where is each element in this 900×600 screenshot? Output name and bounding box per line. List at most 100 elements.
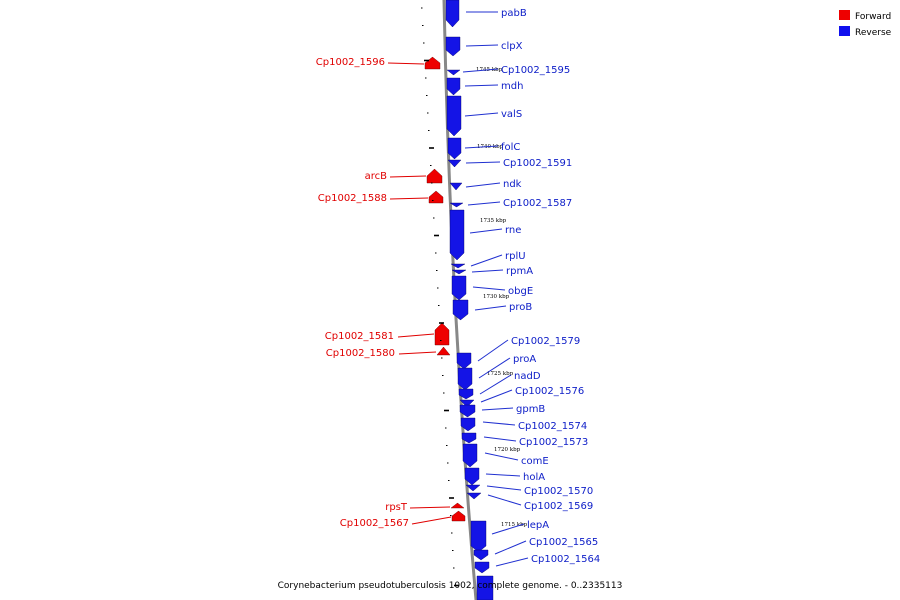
leader-line xyxy=(409,506,451,509)
gene-label-rne[interactable]: rne xyxy=(505,225,521,236)
gene-ndk[interactable] xyxy=(449,182,463,191)
gene-label-obge[interactable]: obgE xyxy=(508,286,533,297)
gene-label-cp1002-1565[interactable]: Cp1002_1565 xyxy=(529,537,598,548)
gene-Cp1002_1574[interactable] xyxy=(460,417,476,432)
gene-label-prob[interactable]: proB xyxy=(509,302,532,313)
reverse-strand-genes xyxy=(445,0,494,600)
leader-line xyxy=(462,68,499,73)
leader-line xyxy=(470,254,503,267)
leader-line xyxy=(465,44,499,47)
legend: Forward Reverse xyxy=(839,10,892,38)
gene-holA[interactable] xyxy=(464,467,480,486)
label-leaders xyxy=(387,11,529,567)
leader-line xyxy=(464,84,499,87)
gene-Cp1002_1596[interactable] xyxy=(424,56,441,70)
gene-label-cp1002-1569[interactable]: Cp1002_1569 xyxy=(524,501,593,512)
gene-arcB[interactable] xyxy=(426,168,443,184)
gene-label-cp1002-1574[interactable]: Cp1002_1574 xyxy=(518,421,587,432)
gene-label-hola[interactable]: holA xyxy=(523,472,545,483)
gene-label-gpmb[interactable]: gpmB xyxy=(516,404,545,415)
legend-label-reverse: Reverse xyxy=(855,28,892,38)
gene-rpsT[interactable] xyxy=(450,502,465,509)
gene-label-pabb[interactable]: pabB xyxy=(501,8,527,19)
leader-line xyxy=(471,269,504,273)
gene-label-cp1002-1576[interactable]: Cp1002_1576 xyxy=(515,386,584,397)
gene-Cp1002_1573[interactable] xyxy=(461,432,477,444)
gene-label-cp1002-1587[interactable]: Cp1002_1587 xyxy=(503,198,572,209)
gene-label-lepa[interactable]: lepA xyxy=(527,520,549,531)
gene-label-cp1002-1588[interactable]: Cp1002_1588 xyxy=(318,193,387,204)
gene-Cp1002_1580[interactable] xyxy=(436,346,451,356)
gene-valS[interactable] xyxy=(446,95,462,137)
legend-swatch-forward xyxy=(839,10,850,20)
gene-Cp1002_1579[interactable] xyxy=(456,352,472,370)
leader-line xyxy=(491,523,525,535)
gene-nadD[interactable] xyxy=(458,388,474,400)
gene-label-arcb[interactable]: arcB xyxy=(365,171,388,182)
gene-Cp1002_1595[interactable] xyxy=(446,69,461,76)
gene-proA[interactable] xyxy=(457,367,473,391)
leader-line xyxy=(389,197,429,200)
gene-Cp1002_1581[interactable] xyxy=(434,322,450,346)
leader-line xyxy=(467,201,501,206)
gene-label-rplu[interactable]: rplU xyxy=(505,251,526,262)
gene-label-cp1002-1596[interactable]: Cp1002_1596 xyxy=(316,57,385,68)
gene-Cp1002_1587[interactable] xyxy=(449,202,464,208)
gene-label-cp1002-1579[interactable]: Cp1002_1579 xyxy=(511,336,580,347)
gene-Cp1002_1576[interactable] xyxy=(459,399,475,408)
gene-Cp1002_1570[interactable] xyxy=(465,484,481,492)
gene-lepA[interactable] xyxy=(470,520,487,553)
gene-gpmB[interactable] xyxy=(459,404,476,418)
leader-line xyxy=(464,145,499,149)
gene-label-nadd[interactable]: nadD xyxy=(514,371,541,382)
gene-Cp1002_1588[interactable] xyxy=(428,190,444,204)
gene-label-cp1002-1580[interactable]: Cp1002_1580 xyxy=(326,348,395,359)
gene-folC[interactable] xyxy=(447,137,462,160)
gene-pabB[interactable] xyxy=(445,0,460,28)
gene-label-cp1002-1570[interactable]: Cp1002_1570 xyxy=(524,486,593,497)
leader-line xyxy=(485,473,521,477)
gene-label-ndk[interactable]: ndk xyxy=(503,179,522,190)
gene-label-cp1002-1581[interactable]: Cp1002_1581 xyxy=(325,331,394,342)
position-label: 1720 kbp xyxy=(494,447,521,453)
leader-line xyxy=(465,182,501,188)
gene-Cp1002_1591[interactable] xyxy=(447,159,462,168)
gene-Cp1002_1564[interactable] xyxy=(474,561,490,574)
gene-Cp1002_1565[interactable] xyxy=(473,549,489,561)
gene-label-rpma[interactable]: rpmA xyxy=(506,266,533,277)
leader-line xyxy=(472,286,506,291)
gene-label-proa[interactable]: proA xyxy=(513,354,536,365)
gene-label-come[interactable]: comE xyxy=(521,456,549,467)
legend-label-forward: Forward xyxy=(855,12,891,22)
gene-proB[interactable] xyxy=(452,299,469,321)
leader-line xyxy=(486,485,522,491)
gene-rne[interactable] xyxy=(449,209,465,261)
leader-line xyxy=(479,374,512,395)
gene-rpmA[interactable] xyxy=(451,269,467,275)
gene-Cp1002_1569[interactable] xyxy=(466,492,482,500)
gene-clpX[interactable] xyxy=(445,36,461,57)
gene-label-cp1002-1573[interactable]: Cp1002_1573 xyxy=(519,437,588,448)
gene-label-cp1002-1591[interactable]: Cp1002_1591 xyxy=(503,158,572,169)
leader-line xyxy=(483,436,517,442)
gene-label-folc[interactable]: folC xyxy=(501,142,520,153)
gene-labels: Cp1002_1596 arcB Cp1002_1588 Cp1002_1581 Cp1… xyxy=(316,8,600,565)
gene-label-mdh[interactable]: mdh xyxy=(501,81,523,92)
gene-rplU[interactable] xyxy=(450,263,466,269)
gene-comE[interactable] xyxy=(462,443,478,468)
gene-label-rpst[interactable]: rpsT xyxy=(385,502,408,513)
gene-label-cp1002-1595[interactable]: Cp1002_1595 xyxy=(501,65,570,76)
gene-label-clpx[interactable]: clpX xyxy=(501,41,523,52)
gene-obgE[interactable] xyxy=(451,275,467,301)
leader-line xyxy=(494,540,527,555)
leader-line xyxy=(495,557,529,567)
gene-mdh[interactable] xyxy=(446,77,461,96)
gene-label-vals[interactable]: valS xyxy=(501,109,522,120)
position-label: 1725 kbp xyxy=(487,371,514,377)
leader-line xyxy=(478,357,511,379)
gene-Cp1002_1567[interactable] xyxy=(451,510,466,522)
gene-label-cp1002-1564[interactable]: Cp1002_1564 xyxy=(531,554,600,565)
caption: Corynebacterium pseudotuberculosis 1002,… xyxy=(278,581,623,591)
gene-label-cp1002-1567[interactable]: Cp1002_1567 xyxy=(340,518,409,529)
